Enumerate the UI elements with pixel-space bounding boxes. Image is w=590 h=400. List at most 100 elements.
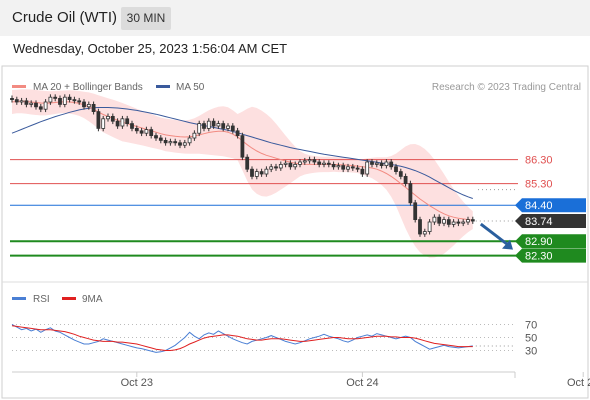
candle-down bbox=[408, 183, 413, 204]
candle-down bbox=[173, 141, 178, 144]
candle-up bbox=[168, 141, 173, 144]
timestamp: Wednesday, October 25, 2023 1:56:04 AM C… bbox=[13, 41, 288, 56]
candle-up bbox=[62, 96, 67, 105]
candle-down bbox=[211, 120, 216, 127]
candle-down bbox=[134, 127, 139, 132]
price-plot: 86.30 85.30 84.40 83.74 82.90 82.30 bbox=[10, 89, 586, 263]
forecast-arrow-head bbox=[502, 239, 513, 250]
candle-down bbox=[38, 106, 43, 110]
candle-up bbox=[422, 231, 427, 235]
price-candles bbox=[10, 94, 475, 237]
candle-up bbox=[374, 162, 379, 165]
candle-up bbox=[182, 142, 187, 146]
candle-down bbox=[360, 168, 365, 175]
candle-up bbox=[302, 160, 307, 163]
bollinger-band bbox=[12, 89, 473, 258]
candle-down bbox=[235, 130, 240, 137]
rsi-ma9-line bbox=[11, 325, 473, 351]
candle-down bbox=[403, 175, 408, 184]
research-credit: Research © 2023 Trading Central bbox=[432, 82, 581, 93]
candle-up bbox=[120, 118, 125, 127]
candle-down bbox=[149, 129, 154, 137]
level-label-82.30: 82.30 bbox=[525, 251, 553, 263]
candle-up bbox=[106, 116, 110, 120]
candle-down bbox=[446, 219, 451, 225]
candle-down bbox=[110, 116, 115, 122]
candle-down bbox=[96, 111, 101, 129]
x-tick-label-oct-23: Oct 23 bbox=[121, 377, 153, 389]
rsi-tick-label-50: 50 bbox=[525, 333, 537, 345]
candle-down bbox=[245, 156, 250, 170]
x-tick-label-oct-24: Oct 24 bbox=[346, 377, 378, 389]
level-label-85.30: 85.30 bbox=[525, 179, 553, 191]
candle-down bbox=[125, 118, 130, 125]
candle-up bbox=[346, 166, 350, 170]
candle-down bbox=[158, 137, 163, 141]
candle-down bbox=[14, 99, 19, 103]
candle-down bbox=[139, 130, 144, 134]
candle-up bbox=[206, 120, 211, 129]
x-axis-ticks: Oct 23 Oct 24 Oct 25 bbox=[121, 372, 590, 389]
candle-down bbox=[34, 102, 38, 108]
candle-down bbox=[288, 162, 293, 168]
level-label-82.90: 82.90 bbox=[525, 236, 553, 248]
ma9-legend-swatch bbox=[62, 297, 76, 300]
candle-down bbox=[274, 166, 278, 169]
candle-down bbox=[394, 166, 398, 173]
candle-down bbox=[437, 216, 442, 224]
interval-badge[interactable]: 30 MIN bbox=[121, 7, 171, 30]
candle-down bbox=[24, 100, 29, 105]
candle-up bbox=[29, 102, 34, 105]
candle-up bbox=[264, 168, 269, 175]
candle-down bbox=[58, 98, 62, 105]
candle-down bbox=[202, 123, 206, 129]
candle-down bbox=[398, 171, 403, 177]
rsi-tick-label-70: 70 bbox=[525, 320, 537, 332]
candle-up bbox=[384, 161, 389, 166]
level-label-83.74: 83.74 bbox=[525, 216, 553, 228]
candle-up bbox=[283, 162, 288, 165]
candle-down bbox=[418, 219, 422, 235]
candle-down bbox=[67, 96, 72, 100]
candle-down bbox=[72, 99, 77, 102]
candle-down bbox=[355, 167, 360, 170]
candle-down bbox=[163, 139, 168, 144]
rsi-line bbox=[11, 324, 473, 353]
candle-down bbox=[389, 161, 394, 168]
candle-down bbox=[130, 123, 134, 129]
candle-down bbox=[82, 101, 86, 108]
candle-up bbox=[427, 221, 432, 233]
ma9-legend-label: 9MA bbox=[82, 294, 103, 305]
candle-up bbox=[216, 123, 221, 127]
candle-down bbox=[379, 162, 384, 166]
ma50-legend-swatch bbox=[156, 85, 170, 88]
candle-up bbox=[432, 216, 437, 223]
level-tag-82.90 bbox=[515, 234, 586, 249]
candle-down bbox=[259, 171, 264, 175]
candle-down bbox=[178, 142, 182, 146]
candle-up bbox=[86, 104, 91, 108]
candle-up bbox=[461, 221, 466, 224]
candle-down bbox=[53, 96, 58, 99]
candle-up bbox=[226, 125, 230, 129]
candle-down bbox=[115, 120, 120, 127]
level-tag-82.30 bbox=[515, 248, 586, 263]
forecast-arrow bbox=[479, 222, 513, 250]
candle-down bbox=[341, 165, 346, 170]
level-label-84.40: 84.40 bbox=[525, 200, 553, 212]
candle-up bbox=[466, 219, 470, 223]
candle-down bbox=[230, 125, 235, 132]
x-tick-label-oct-25: Oct 25 bbox=[567, 377, 590, 389]
candle-down bbox=[326, 162, 331, 165]
level-labels: 86.30 85.30 84.40 83.74 82.90 82.30 bbox=[515, 155, 586, 263]
level-tag-83.74 bbox=[515, 214, 586, 229]
level-label-86.30: 86.30 bbox=[525, 155, 553, 167]
candle-up bbox=[43, 101, 48, 110]
candle-down bbox=[350, 166, 355, 169]
candle-down bbox=[470, 219, 475, 222]
candle-up bbox=[197, 123, 202, 134]
candle-down bbox=[10, 98, 14, 101]
candle-up bbox=[144, 129, 149, 134]
candle-up bbox=[336, 165, 341, 168]
